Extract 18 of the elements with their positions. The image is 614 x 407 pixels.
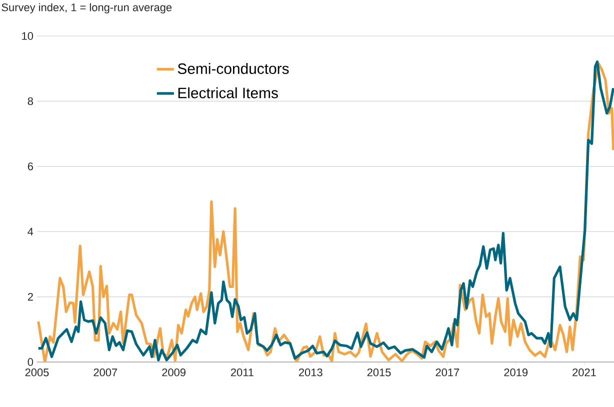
x-tick-label: 2017	[436, 368, 460, 376]
x-tick-label: 2007	[94, 368, 118, 376]
y-tick-label: 0	[28, 358, 34, 366]
legend-label: Semi-conductors	[178, 63, 289, 74]
x-tick-label: 2009	[162, 368, 186, 376]
legend-label: Electrical Items	[178, 87, 278, 98]
y-tick-label: 8	[28, 97, 33, 106]
y-axis-title: Survey index, 1 = long-run average	[2, 3, 172, 14]
x-tick-label: 2005	[25, 368, 49, 376]
y-tick-label: 4	[28, 228, 34, 236]
y-tick-label: 6	[28, 162, 33, 170]
x-tick-label: 2013	[298, 368, 322, 376]
x-tick-label: 2021	[572, 368, 596, 376]
x-tick-label: 2019	[504, 368, 528, 376]
x-tick-label: 2011	[230, 368, 254, 376]
x-tick-label: 2015	[367, 368, 391, 376]
y-tick-label: 10	[22, 32, 34, 40]
y-tick-label: 2	[28, 292, 33, 301]
